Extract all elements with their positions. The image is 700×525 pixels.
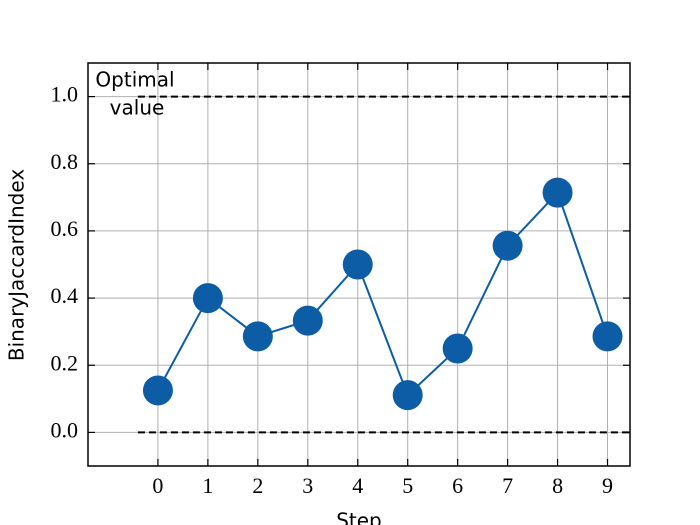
x-tick-label: 1: [202, 473, 213, 498]
data-point: [192, 283, 223, 314]
data-point: [242, 321, 273, 352]
series-line: [157, 190, 609, 397]
data-point: [542, 177, 573, 208]
x-axis-label: Step: [336, 509, 382, 525]
data-point: [492, 230, 523, 261]
y-tick-label: 1.0: [51, 82, 79, 107]
x-tick-label: 0: [152, 473, 163, 498]
x-tick-label: 4: [352, 473, 363, 498]
x-tick-label: 7: [502, 473, 513, 498]
y-tick-label: 0.6: [51, 216, 79, 241]
data-point: [342, 249, 373, 280]
annotation: value: [110, 96, 165, 120]
data-point: [142, 375, 173, 406]
annotation: Optimal: [95, 68, 174, 92]
y-tick-label: 0.8: [51, 149, 79, 174]
x-tick-label: 5: [402, 473, 413, 498]
plot-frame: [87, 62, 631, 467]
x-tick-label: 9: [602, 473, 613, 498]
y-axis-label: BinaryJaccardIndex: [5, 169, 29, 361]
x-tick-label: 8: [552, 473, 563, 498]
y-tick-label: 0.0: [51, 417, 79, 442]
x-tick-label: 3: [302, 473, 313, 498]
y-tick-label: 0.4: [51, 283, 79, 308]
x-tick-label: 2: [252, 473, 263, 498]
data-point: [592, 321, 623, 352]
data-point: [392, 380, 423, 411]
y-tick-label: 0.2: [51, 350, 79, 375]
data-point: [442, 333, 473, 364]
x-tick-label: 6: [452, 473, 463, 498]
data-point: [292, 305, 323, 336]
